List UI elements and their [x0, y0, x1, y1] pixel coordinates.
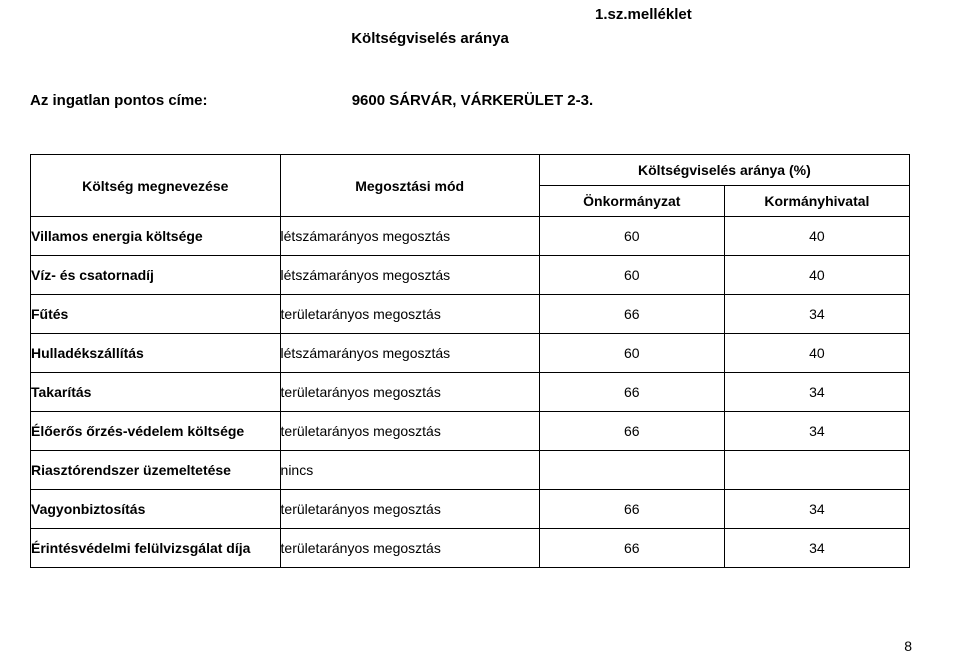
cell-municipality-value: 60: [539, 334, 724, 373]
cell-municipality-value: 66: [539, 529, 724, 568]
cell-cost-name: Érintésvédelmi felülvizsgálat díja: [31, 529, 281, 568]
cell-government-office-value: [724, 451, 909, 490]
cell-cost-name: Élőerős őrzés-védelem költsége: [31, 412, 281, 451]
page-number: 8: [904, 638, 912, 654]
page: 1.sz.melléklet Költségviselés aránya Az …: [0, 0, 960, 664]
cell-municipality-value: 66: [539, 412, 724, 451]
cell-government-office-value: 40: [724, 217, 909, 256]
table-row: Fűtésterületarányos megosztás6634: [31, 295, 910, 334]
cell-mode: létszámarányos megosztás: [280, 256, 539, 295]
cell-municipality-value: 60: [539, 256, 724, 295]
address-label: Az ingatlan pontos címe:: [30, 92, 208, 109]
cell-cost-name: Riasztórendszer üzemeltetése: [31, 451, 281, 490]
cell-mode: létszámarányos megosztás: [280, 217, 539, 256]
cell-mode: területarányos megosztás: [280, 295, 539, 334]
address-value: 9600 SÁRVÁR, VÁRKERÜLET 2-3.: [352, 92, 593, 109]
cell-mode: létszámarányos megosztás: [280, 334, 539, 373]
header-cost-name: Költség megnevezése: [31, 155, 281, 217]
cell-mode: területarányos megosztás: [280, 412, 539, 451]
table-row: Víz- és csatornadíjlétszámarányos megosz…: [31, 256, 910, 295]
cell-government-office-value: 34: [724, 490, 909, 529]
cell-government-office-value: 40: [724, 256, 909, 295]
table-row: Vagyonbiztosításterületarányos megosztás…: [31, 490, 910, 529]
table-row: Villamos energia költségelétszámarányos …: [31, 217, 910, 256]
cell-mode: területarányos megosztás: [280, 529, 539, 568]
header-row-1: Költség megnevezése Megosztási mód Költs…: [31, 155, 910, 186]
table-row: Riasztórendszer üzemeltetésenincs: [31, 451, 910, 490]
cell-municipality-value: 60: [539, 217, 724, 256]
cell-government-office-value: 34: [724, 373, 909, 412]
cell-mode: területarányos megosztás: [280, 373, 539, 412]
address-row: Az ingatlan pontos címe: 9600 SÁRVÁR, VÁ…: [30, 92, 910, 109]
cell-municipality-value: 66: [539, 295, 724, 334]
cell-cost-name: Hulladékszállítás: [31, 334, 281, 373]
table-row: Hulladékszállításlétszámarányos megosztá…: [31, 334, 910, 373]
cell-government-office-value: 34: [724, 412, 909, 451]
cell-mode: nincs: [280, 451, 539, 490]
cell-government-office-value: 34: [724, 529, 909, 568]
table-row: Takarításterületarányos megosztás6634: [31, 373, 910, 412]
header-col-municipality: Önkormányzat: [539, 186, 724, 217]
table-head: Költség megnevezése Megosztási mód Költs…: [31, 155, 910, 217]
cell-municipality-value: [539, 451, 724, 490]
cell-government-office-value: 40: [724, 334, 909, 373]
header-col-government-office: Kormányhivatal: [724, 186, 909, 217]
cell-cost-name: Villamos energia költsége: [31, 217, 281, 256]
cell-cost-name: Vagyonbiztosítás: [31, 490, 281, 529]
cell-municipality-value: 66: [539, 490, 724, 529]
document-title: Költségviselés aránya: [0, 30, 910, 47]
cell-municipality-value: 66: [539, 373, 724, 412]
cell-mode: területarányos megosztás: [280, 490, 539, 529]
cell-cost-name: Fűtés: [31, 295, 281, 334]
attachment-label: 1.sz.melléklet: [595, 6, 692, 23]
header-percentage-group: Költségviselés aránya (%): [539, 155, 909, 186]
table-row: Élőerős őrzés-védelem költségeterületará…: [31, 412, 910, 451]
cost-table: Költség megnevezése Megosztási mód Költs…: [30, 154, 910, 568]
header-mode: Megosztási mód: [280, 155, 539, 217]
table-row: Érintésvédelmi felülvizsgálat díjaterüle…: [31, 529, 910, 568]
cell-government-office-value: 34: [724, 295, 909, 334]
cell-cost-name: Takarítás: [31, 373, 281, 412]
cell-cost-name: Víz- és csatornadíj: [31, 256, 281, 295]
table-body: Villamos energia költségelétszámarányos …: [31, 217, 910, 568]
